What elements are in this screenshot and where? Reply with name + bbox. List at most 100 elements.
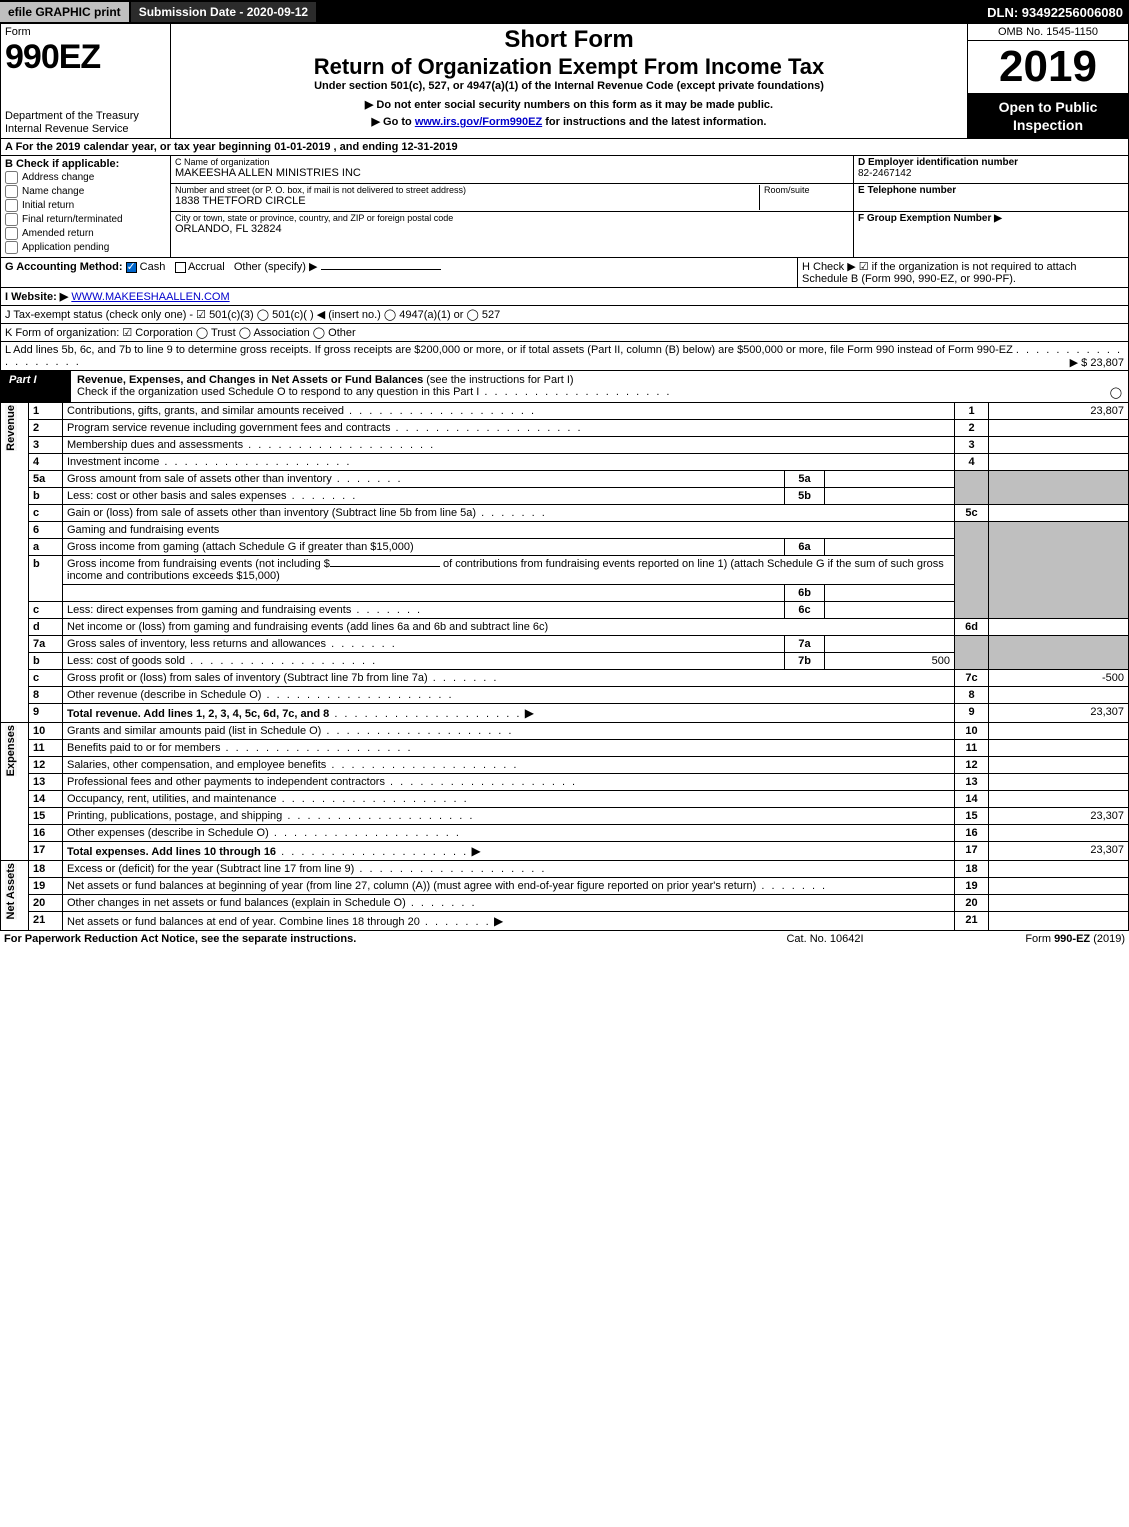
city-row: City or town, state or province, country… [171, 212, 853, 240]
line-18: Net Assets 18 Excess or (deficit) for th… [1, 861, 1129, 878]
form-header: Form 990EZ Department of the Treasury In… [0, 24, 1129, 139]
row-l-gross-receipts: L Add lines 5b, 6c, and 7b to line 9 to … [0, 342, 1129, 371]
g-label: G Accounting Method: [5, 261, 123, 273]
city-value: ORLANDO, FL 32824 [175, 223, 849, 235]
chk-cash-icon[interactable] [126, 262, 137, 273]
line-15: 15 Printing, publications, postage, and … [1, 808, 1129, 825]
i-label: I Website: ▶ [5, 291, 68, 303]
short-form-title: Short Form [179, 26, 959, 54]
e-phone-row: E Telephone number [854, 184, 1128, 212]
line-8: 8 Other revenue (describe in Schedule O)… [1, 687, 1129, 704]
section-bcdef: B Check if applicable: Address change Na… [0, 156, 1129, 258]
b-label: B Check if applicable: [5, 158, 166, 170]
c-name-value: MAKEESHA ALLEN MINISTRIES INC [175, 167, 849, 179]
part-1-title: Revenue, Expenses, and Changes in Net As… [71, 371, 1128, 402]
line-11: 11 Benefits paid to or for members 11 [1, 740, 1129, 757]
line-1-value: 23,807 [989, 403, 1129, 420]
chk-initial-return[interactable]: Initial return [5, 199, 166, 212]
line-19: 19 Net assets or fund balances at beginn… [1, 878, 1129, 895]
top-bar: efile GRAPHIC print Submission Date - 20… [0, 0, 1129, 24]
line-7c: c Gross profit or (loss) from sales of i… [1, 670, 1129, 687]
chk-application-pending[interactable]: Application pending [5, 241, 166, 254]
part-1-tab: Part I [1, 371, 71, 402]
website-link[interactable]: WWW.MAKEESHAALLEN.COM [71, 291, 229, 303]
d-ein-row: D Employer identification number 82-2467… [854, 156, 1128, 184]
line-16: 16 Other expenses (describe in Schedule … [1, 825, 1129, 842]
f-label: F Group Exemption Number ▶ [858, 213, 1124, 224]
row-l-text: L Add lines 5b, 6c, and 7b to line 9 to … [5, 344, 1013, 356]
row-k-form-org: K Form of organization: ☑ Corporation ◯ … [0, 324, 1129, 342]
col-g-accounting: G Accounting Method: Cash Accrual Other … [1, 258, 798, 287]
line-21: 21 Net assets or fund balances at end of… [1, 912, 1129, 931]
netassets-side-label: Net Assets [5, 863, 17, 919]
line-7c-value: -500 [989, 670, 1129, 687]
chk-address-change[interactable]: Address change [5, 171, 166, 184]
street-value: 1838 THETFORD CIRCLE [175, 195, 759, 207]
line-5a: 5a Gross amount from sale of assets othe… [1, 471, 1129, 488]
row-i-website: I Website: ▶ WWW.MAKEESHAALLEN.COM [0, 288, 1129, 306]
line-7a: 7a Gross sales of inventory, less return… [1, 636, 1129, 653]
part-1-header: Part I Revenue, Expenses, and Changes in… [0, 371, 1129, 403]
line-4: 4 Investment income 4 [1, 454, 1129, 471]
line-13: 13 Professional fees and other payments … [1, 774, 1129, 791]
line-6b-blank[interactable] [330, 566, 440, 567]
ssn-notice: ▶ Do not enter social security numbers o… [179, 98, 959, 111]
line-9-value: 23,307 [989, 704, 1129, 723]
org-name-row: C Name of organization MAKEESHA ALLEN MI… [171, 156, 853, 184]
row-a-tax-year: A For the 2019 calendar year, or tax yea… [0, 139, 1129, 156]
line-1: Revenue 1 Contributions, gifts, grants, … [1, 403, 1129, 420]
row-gh: G Accounting Method: Cash Accrual Other … [0, 258, 1129, 288]
header-left: Form 990EZ Department of the Treasury In… [1, 24, 171, 138]
col-h-schedule-b: H Check ▶ ☑ if the organization is not r… [798, 258, 1128, 287]
d-label: D Employer identification number [858, 157, 1124, 168]
city-label: City or town, state or province, country… [175, 213, 849, 223]
street-row: Number and street (or P. O. box, if mail… [171, 184, 853, 212]
room-label: Room/suite [764, 185, 849, 195]
header-right: OMB No. 1545-1150 2019 Open to Public In… [968, 24, 1128, 138]
line-6: 6 Gaming and fundraising events [1, 522, 1129, 539]
footer-form-name: Form 990-EZ (2019) [925, 933, 1125, 945]
line-20: 20 Other changes in net assets or fund b… [1, 895, 1129, 912]
return-title: Return of Organization Exempt From Incom… [179, 54, 959, 80]
g-other: Other (specify) ▶ [234, 261, 318, 273]
g-cash: Cash [140, 261, 166, 273]
c-name-label: C Name of organization [175, 157, 849, 167]
efile-print-button[interactable]: efile GRAPHIC print [0, 2, 129, 22]
line-17: 17 Total expenses. Add lines 10 through … [1, 842, 1129, 861]
submission-date-button[interactable]: Submission Date - 2020-09-12 [131, 2, 316, 22]
part-1-table: Revenue 1 Contributions, gifts, grants, … [0, 403, 1129, 931]
e-label: E Telephone number [858, 185, 1124, 196]
line-10: Expenses 10 Grants and similar amounts p… [1, 723, 1129, 740]
line-15-value: 23,307 [989, 808, 1129, 825]
other-specify-line[interactable] [321, 269, 441, 270]
dept-line-2: Internal Revenue Service [5, 123, 166, 136]
goto-line: ▶ Go to www.irs.gov/Form990EZ for instru… [179, 115, 959, 128]
row-l-amount: ▶ $ 23,807 [1070, 356, 1124, 369]
chk-amended-return[interactable]: Amended return [5, 227, 166, 240]
chk-name-change[interactable]: Name change [5, 185, 166, 198]
chk-final-return[interactable]: Final return/terminated [5, 213, 166, 226]
d-value: 82-2467142 [858, 168, 1124, 179]
goto-pre: ▶ Go to [372, 116, 415, 128]
col-c-org-info: C Name of organization MAKEESHA ALLEN MI… [171, 156, 853, 257]
expenses-side-label: Expenses [5, 725, 17, 776]
line-17-value: 23,307 [989, 842, 1129, 861]
footer-paperwork: For Paperwork Reduction Act Notice, see … [4, 933, 725, 945]
form-number: 990EZ [5, 38, 166, 77]
irs-link[interactable]: www.irs.gov/Form990EZ [415, 116, 542, 128]
col-b-checkboxes: B Check if applicable: Address change Na… [1, 156, 171, 257]
dept-line-1: Department of the Treasury [5, 110, 166, 123]
header-center: Short Form Return of Organization Exempt… [171, 24, 968, 138]
col-def: D Employer identification number 82-2467… [853, 156, 1128, 257]
page-footer: For Paperwork Reduction Act Notice, see … [0, 931, 1129, 947]
line-6d: d Net income or (loss) from gaming and f… [1, 619, 1129, 636]
f-group-row: F Group Exemption Number ▶ [854, 212, 1128, 240]
line-7b-value: 500 [825, 653, 955, 670]
dln-label: DLN: 93492256006080 [987, 5, 1129, 20]
goto-post: for instructions and the latest informat… [542, 116, 766, 128]
chk-accrual-icon[interactable] [175, 262, 186, 273]
line-12: 12 Salaries, other compensation, and emp… [1, 757, 1129, 774]
line-2: 2 Program service revenue including gove… [1, 420, 1129, 437]
row-j-tax-exempt: J Tax-exempt status (check only one) - ☑… [0, 306, 1129, 324]
line-9: 9 Total revenue. Add lines 1, 2, 3, 4, 5… [1, 704, 1129, 723]
